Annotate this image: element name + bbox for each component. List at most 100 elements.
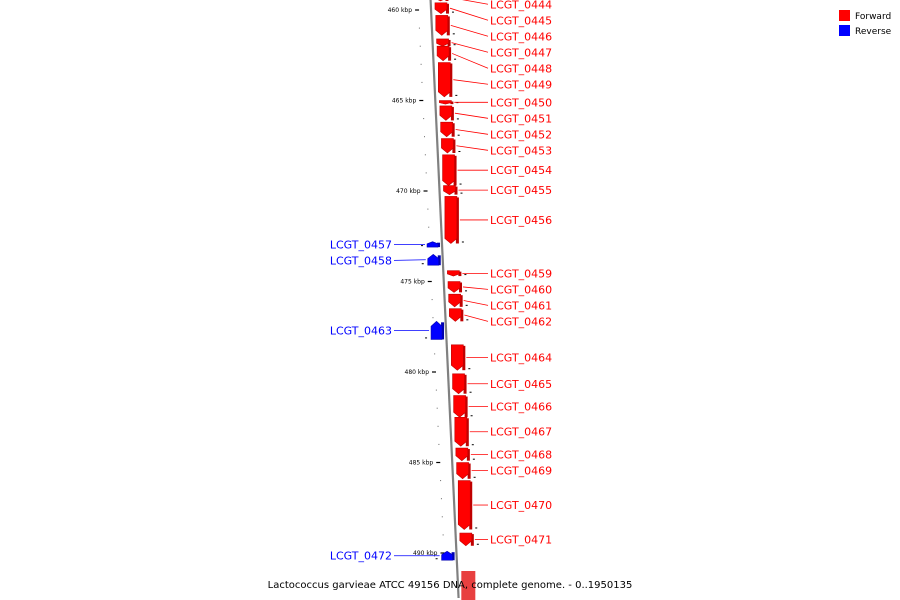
gene-block[interactable] [452, 373, 465, 395]
gene-label[interactable]: LCGT_0464 [490, 352, 552, 365]
gene-label[interactable]: LCGT_0445 [490, 14, 552, 27]
gene-end-marker [460, 192, 463, 194]
gene-block[interactable] [447, 281, 461, 293]
gene-end-marker [453, 44, 456, 46]
gene-label[interactable]: LCGT_0457 [330, 238, 392, 251]
legend-label-reverse: Reverse [855, 27, 892, 37]
gene-end-marker [464, 274, 467, 276]
gene-block[interactable] [459, 532, 473, 547]
axis-tick-label: 460 kbp [388, 7, 413, 14]
gene-block-side [467, 463, 471, 479]
gene-block-side [441, 322, 445, 340]
gene-block[interactable] [426, 241, 439, 248]
gene-label[interactable]: LCGT_0468 [490, 448, 552, 461]
gene-end-marker [472, 458, 475, 460]
gene-label[interactable]: LCGT_0446 [490, 30, 552, 43]
gene-end-marker [421, 263, 424, 265]
gene-block-side [464, 396, 468, 418]
gene-block[interactable] [434, 2, 448, 14]
gene-block[interactable] [447, 270, 460, 277]
gene-block[interactable] [436, 45, 450, 62]
axis-tick-label: 475 kbp [400, 279, 425, 286]
gene-block[interactable] [443, 185, 456, 195]
gene-label[interactable]: LCGT_0466 [490, 400, 552, 413]
gene-label[interactable]: LCGT_0460 [490, 283, 552, 296]
gene-block-side [445, 0, 449, 1]
gene-leader-line [451, 53, 489, 69]
gene-block[interactable] [435, 15, 449, 36]
gene-layer-front [421, 0, 479, 600]
legend-swatch-reverse [839, 25, 850, 36]
gene-end-marker [470, 415, 473, 417]
gene-label[interactable]: LCGT_0461 [490, 299, 552, 312]
gene-label[interactable]: LCGT_0470 [490, 499, 552, 512]
gene-label[interactable]: LCGT_0449 [490, 78, 552, 91]
gene-block[interactable] [430, 320, 443, 340]
gene-block[interactable] [456, 462, 469, 480]
gene-end-marker [471, 444, 474, 446]
gene-block[interactable] [457, 480, 471, 530]
gene-end-marker [465, 304, 468, 306]
gene-block[interactable] [440, 121, 453, 138]
gene-label[interactable]: LCGT_0465 [490, 378, 552, 391]
gene-label[interactable]: LCGT_0463 [330, 324, 392, 337]
genome-axis-line [429, 0, 460, 599]
gene-label[interactable]: LCGT_0448 [490, 62, 552, 75]
gene-label[interactable]: LCGT_0447 [490, 46, 552, 59]
gene-label[interactable]: LCGT_0444 [490, 0, 552, 11]
gene-label[interactable]: LCGT_0452 [490, 128, 552, 141]
gene-end-marker [452, 33, 455, 35]
gene-label[interactable]: LCGT_0455 [490, 184, 552, 197]
axis-tick-label: 480 kbp [405, 369, 430, 376]
gene-block-side [458, 271, 462, 277]
gene-block[interactable] [451, 344, 464, 371]
axis-tick-label: 485 kbp [409, 460, 434, 467]
gene-leader-line [453, 79, 489, 85]
gene-block[interactable] [448, 293, 461, 308]
gene-block[interactable] [436, 38, 449, 47]
gene-block-side [463, 374, 467, 394]
gene-block-side [469, 481, 473, 530]
gene-block[interactable] [434, 0, 446, 2]
gene-label[interactable]: LCGT_0453 [490, 144, 552, 157]
gene-block[interactable] [444, 196, 458, 244]
gene-block[interactable] [441, 550, 453, 561]
gene-block-side [445, 3, 449, 14]
gene-block-side [450, 101, 454, 105]
gene-label[interactable]: LCGT_0454 [490, 164, 552, 177]
gene-label[interactable]: LCGT_0458 [330, 254, 392, 267]
gene-block[interactable] [438, 62, 451, 98]
gene-label[interactable]: LCGT_0471 [490, 533, 552, 546]
gene-block-side [451, 552, 455, 561]
gene-label[interactable]: LCGT_0469 [490, 465, 552, 478]
genome-caption: Lactococcus garvieae ATCC 49156 DNA, com… [268, 580, 633, 591]
gene-block[interactable] [454, 416, 468, 447]
gene-label[interactable]: LCGT_0462 [490, 315, 552, 328]
gene-block[interactable] [449, 308, 462, 322]
gene-label[interactable]: LCGT_0450 [490, 96, 552, 109]
gene-block[interactable] [439, 105, 453, 121]
gene-layer-back [437, 0, 474, 561]
gene-block[interactable] [441, 138, 454, 154]
gene-block-side [452, 139, 456, 153]
gene-block[interactable] [453, 395, 466, 418]
gene-end-marker [459, 183, 462, 185]
gene-block[interactable] [427, 253, 440, 266]
gene-leader-line [454, 112, 489, 119]
gene-block[interactable] [442, 154, 455, 186]
gene-label[interactable]: LCGT_0467 [490, 426, 552, 439]
gene-leader-line [393, 259, 426, 261]
gene-block-side [454, 186, 458, 195]
gene-end-marker [458, 150, 461, 152]
legend-swatch-forward [839, 10, 850, 21]
gene-label[interactable]: LCGT_0472 [330, 550, 392, 563]
gene-block[interactable] [439, 100, 452, 105]
gene-leader-line [456, 145, 489, 151]
gene-label[interactable]: LCGT_0456 [490, 214, 552, 227]
leader-lines [393, 0, 489, 557]
legend: Forward Reverse [839, 10, 892, 37]
gene-label[interactable]: LCGT_0459 [490, 267, 552, 280]
gene-block[interactable] [455, 447, 469, 462]
gene-label[interactable]: LCGT_0451 [490, 112, 552, 125]
